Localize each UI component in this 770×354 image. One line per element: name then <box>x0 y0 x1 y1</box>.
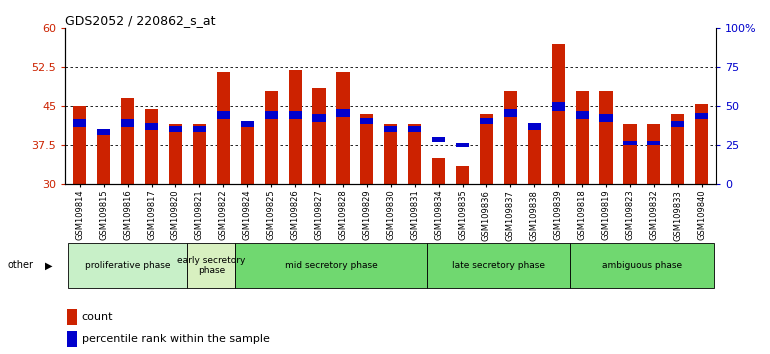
Text: mid secretory phase: mid secretory phase <box>285 261 377 270</box>
Bar <box>360 114 373 184</box>
Text: late secretory phase: late secretory phase <box>452 261 545 270</box>
Text: GDS2052 / 220862_s_at: GDS2052 / 220862_s_at <box>65 14 216 27</box>
Bar <box>695 104 708 184</box>
Bar <box>216 73 230 184</box>
Bar <box>241 121 254 127</box>
Bar <box>408 124 421 184</box>
Bar <box>624 124 637 184</box>
Bar <box>73 119 86 127</box>
Bar <box>121 119 134 127</box>
Bar <box>73 106 86 184</box>
Bar <box>236 244 427 287</box>
Bar <box>695 113 708 119</box>
Bar <box>504 91 517 184</box>
Bar <box>336 73 350 184</box>
Text: early secretory
phase: early secretory phase <box>177 256 246 275</box>
Bar <box>600 114 613 122</box>
Bar <box>313 88 326 184</box>
Bar <box>384 124 397 184</box>
Bar <box>241 124 254 184</box>
Bar <box>480 118 493 124</box>
Text: ▶: ▶ <box>45 261 52 270</box>
Bar <box>570 244 714 287</box>
Bar <box>289 112 302 119</box>
Bar <box>504 109 517 116</box>
Bar <box>187 244 236 287</box>
Bar <box>432 137 445 142</box>
Bar <box>527 124 541 184</box>
Bar <box>360 118 373 124</box>
Bar <box>456 143 469 147</box>
Bar <box>336 109 350 116</box>
Bar <box>192 126 206 132</box>
Bar <box>145 123 158 130</box>
Bar <box>121 98 134 184</box>
Bar <box>456 166 469 184</box>
Bar <box>192 124 206 184</box>
Bar <box>551 102 565 112</box>
Bar <box>648 124 661 184</box>
Bar <box>432 158 445 184</box>
Bar <box>600 91 613 184</box>
Bar <box>289 70 302 184</box>
Bar <box>68 244 187 287</box>
Bar <box>265 112 278 119</box>
Bar <box>265 91 278 184</box>
Bar <box>145 109 158 184</box>
Bar <box>671 114 685 184</box>
Text: percentile rank within the sample: percentile rank within the sample <box>82 334 270 344</box>
Bar <box>551 44 565 184</box>
Text: proliferative phase: proliferative phase <box>85 261 170 270</box>
Bar <box>67 331 77 347</box>
Bar <box>408 126 421 132</box>
Bar <box>97 132 110 184</box>
Bar <box>169 126 182 132</box>
Text: count: count <box>82 312 113 322</box>
Text: ambiguous phase: ambiguous phase <box>602 261 682 270</box>
Bar <box>427 244 570 287</box>
Bar <box>169 124 182 184</box>
Bar <box>527 123 541 130</box>
Bar <box>480 114 493 184</box>
Bar <box>648 141 661 145</box>
Bar <box>313 114 326 122</box>
Text: other: other <box>8 261 34 270</box>
Bar <box>67 309 77 325</box>
Bar <box>671 121 685 127</box>
Bar <box>384 126 397 132</box>
Bar <box>624 141 637 145</box>
Bar <box>97 129 110 135</box>
Bar <box>575 91 589 184</box>
Bar <box>216 112 230 119</box>
Bar <box>575 112 589 119</box>
